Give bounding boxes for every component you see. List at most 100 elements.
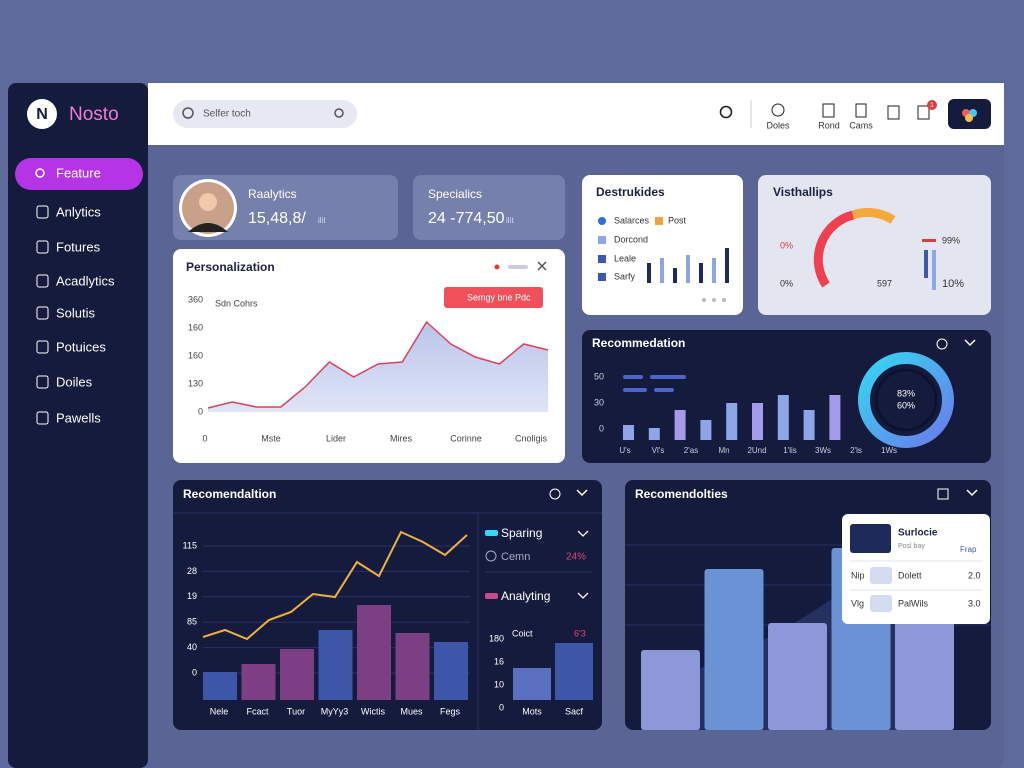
x-tick-label: Corinne [450, 433, 482, 443]
search-placeholder: Selfer toch [203, 109, 251, 120]
icon[interactable] [855, 103, 867, 118]
donut-label: 83% [897, 388, 915, 398]
avatar-body [188, 223, 228, 232]
search-icon[interactable] [719, 105, 733, 119]
menu-icon [36, 340, 49, 354]
menu-item[interactable]: Acadlytics [56, 273, 115, 288]
bar [673, 268, 677, 283]
gauge-label: 0% [780, 278, 793, 288]
y-tick-label: 30 [594, 397, 604, 407]
icon[interactable] [549, 488, 561, 500]
icon[interactable] [937, 488, 949, 500]
menu-item[interactable]: Feature [56, 165, 101, 180]
mini-value: 6'3 [574, 628, 586, 638]
menu-icon [36, 375, 49, 389]
y-tick-label: 40 [187, 642, 197, 652]
indicator [924, 250, 928, 278]
action-label[interactable]: Doles [766, 120, 790, 130]
action-label[interactable]: Cams [849, 120, 873, 130]
card-title: Recomendolties [635, 487, 728, 501]
x-tick-label: 2'ls [850, 446, 862, 455]
y-tick-label: 0 [599, 423, 604, 433]
x-tick-label: 2'as [684, 446, 698, 455]
y-tick-label: 180 [489, 633, 504, 643]
gauge-arc [851, 208, 896, 224]
x-tick-label: Mires [390, 433, 412, 443]
logo-circle [27, 99, 57, 129]
area [208, 322, 548, 412]
pager [712, 298, 716, 302]
dropdown[interactable] [577, 530, 589, 537]
panel-item: 24% [566, 552, 586, 563]
legend-line [650, 375, 686, 379]
badge-count: 1 [930, 102, 934, 109]
x-tick-label: Wictis [361, 706, 385, 716]
icon[interactable] [822, 103, 835, 118]
y-tick-label: 160 [188, 350, 203, 360]
bar [712, 258, 716, 283]
legend-item: Salarces [614, 215, 650, 225]
x-tick-label: Fegs [440, 706, 461, 716]
popup-cell: Vlg [851, 598, 864, 608]
indicator [508, 265, 528, 269]
x-tick-label: Cnoligis [515, 433, 548, 443]
menu-item[interactable]: Potuices [56, 339, 106, 354]
action-label[interactable]: Rond [818, 120, 840, 130]
x-tick-label: 3Ws [815, 446, 831, 455]
menu-icon [36, 306, 49, 320]
stat-card [413, 175, 565, 240]
icon[interactable] [887, 105, 900, 120]
y-tick-label: 85 [187, 617, 197, 627]
search-box[interactable] [173, 100, 357, 128]
bar [777, 395, 789, 440]
bar [726, 403, 738, 440]
y-tick-label: 130 [188, 378, 203, 388]
close-icon[interactable] [537, 261, 547, 271]
panel-item[interactable]: Analyting [501, 589, 550, 603]
menu-item[interactable]: Anlytics [56, 204, 101, 219]
gauge-label: 99% [942, 235, 960, 245]
dropdown[interactable] [577, 592, 589, 599]
legend-swatch [485, 530, 498, 536]
popup-link[interactable]: Frap [960, 545, 977, 554]
line [207, 320, 549, 409]
bar [699, 263, 703, 283]
y-tick-label: 50 [594, 371, 604, 381]
indicator [932, 250, 936, 290]
popup-cell: 2.0 [968, 570, 981, 580]
bar [752, 403, 763, 440]
button[interactable] [444, 287, 543, 308]
gauge-arc [813, 210, 855, 288]
dropdown[interactable] [576, 489, 588, 497]
y-tick-label: 0 [499, 702, 504, 712]
bar [768, 623, 827, 730]
x-tick-label: Mots [522, 706, 542, 716]
button-label[interactable]: Semgy bne Pdc [467, 292, 531, 302]
gauge-label: 10% [942, 278, 964, 290]
bar [895, 592, 954, 730]
y-tick-label: 28 [187, 566, 197, 576]
menu-item[interactable]: Solutis [56, 305, 96, 320]
icon [334, 108, 344, 118]
y-tick-label: 160 [188, 322, 203, 332]
menu-item[interactable]: Fotures [56, 239, 101, 254]
x-tick-label: 0 [202, 433, 207, 443]
menu-active[interactable] [15, 158, 143, 190]
icon[interactable] [936, 338, 948, 350]
donut [858, 352, 954, 448]
bar [434, 642, 468, 700]
panel-item[interactable]: Sparing [501, 526, 542, 540]
legend-line [623, 388, 647, 392]
dropdown[interactable] [964, 339, 976, 347]
menu-item[interactable]: Pawells [56, 410, 101, 425]
menu-item[interactable]: Doiles [56, 374, 93, 389]
icon[interactable] [771, 103, 785, 117]
popup-swatch [870, 595, 892, 612]
menu-icon [36, 205, 49, 219]
icon[interactable] [917, 105, 930, 120]
y-tick-label: 115 [183, 540, 197, 550]
popup-thumb [850, 524, 891, 553]
badge [927, 100, 937, 110]
dropdown[interactable] [966, 489, 978, 497]
